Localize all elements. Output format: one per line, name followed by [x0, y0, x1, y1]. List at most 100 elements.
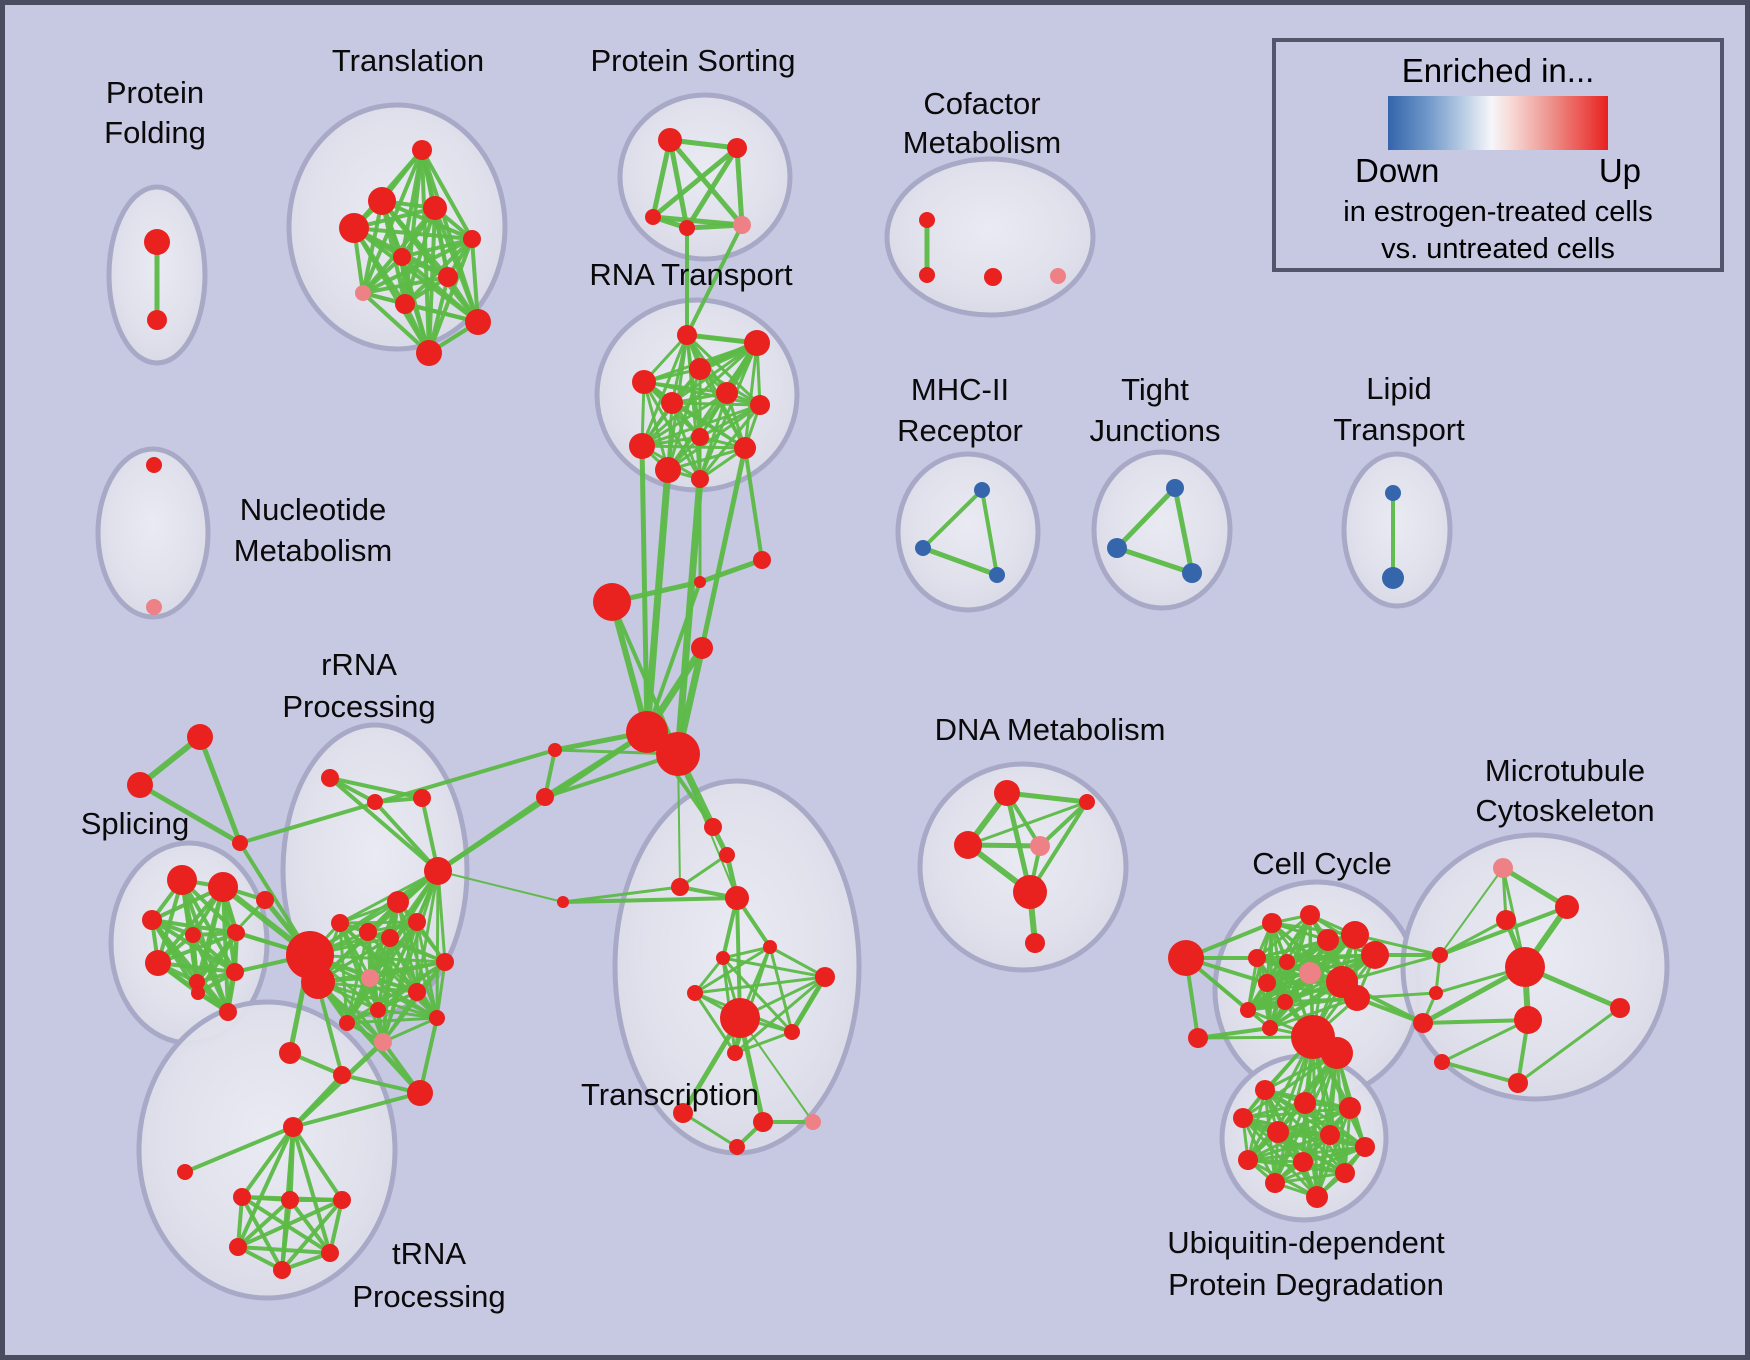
network-node-tr1	[412, 140, 432, 160]
network-node-sp10	[191, 986, 205, 1000]
network-node-sp0a	[187, 724, 213, 750]
network-node-rt8	[629, 433, 655, 459]
network-edge	[694, 975, 826, 995]
network-node-cc9	[1258, 974, 1276, 992]
network-edge	[420, 149, 474, 240]
network-edge	[1341, 953, 1441, 984]
network-edge	[1501, 865, 1569, 910]
network-edge	[677, 753, 681, 888]
network-node-sp6	[145, 950, 171, 976]
network-node-tr3	[423, 196, 447, 220]
network-node-nm1	[146, 457, 162, 473]
network-edge	[1315, 1107, 1352, 1198]
cluster-label-transcription: Transcription	[581, 1077, 759, 1112]
network-edge	[1247, 996, 1358, 1012]
network-edge	[650, 139, 673, 218]
network-edge	[641, 444, 746, 450]
network-node-rt7	[750, 395, 770, 415]
network-node-tc5	[716, 951, 730, 965]
network-node-rt9	[691, 428, 709, 446]
cluster-label-mhc-ii-receptor: Receptor	[897, 413, 1023, 448]
cluster-label-lipid-transport: Transport	[1333, 412, 1465, 447]
network-node-x2	[1429, 986, 1443, 1000]
network-edge	[668, 138, 744, 227]
cluster-label-ubiquitin-degradation: Protein Degradation	[1168, 1267, 1444, 1302]
cluster-label-tight-junctions: Tight	[1121, 372, 1189, 407]
network-edge	[1273, 1052, 1339, 1184]
network-node-dm1	[994, 780, 1020, 806]
network-node-rr21	[407, 1080, 433, 1106]
network-node-rr4	[424, 857, 452, 885]
network-edge	[1439, 867, 1504, 956]
network-edge	[291, 1125, 344, 1202]
network-node-tc7	[687, 985, 703, 1001]
network-node-tsm	[557, 896, 569, 908]
network-node-tj1	[1166, 479, 1184, 497]
network-node-sp2	[208, 872, 238, 902]
network-node-sp7	[189, 974, 205, 990]
network-edge	[1185, 956, 1271, 1030]
network-edge	[1172, 487, 1195, 574]
network-canvas: Protein Folding Translation Protein Sorting…	[81, 43, 1670, 1314]
cluster-labels: Protein Folding Translation Protein Sorting…	[81, 43, 1655, 1314]
network-node-nm2	[146, 599, 162, 615]
network-edge	[157, 931, 238, 965]
network-node-cf2	[919, 267, 935, 283]
legend-caption-line2: vs. untreated cells	[1381, 233, 1615, 265]
network-edge	[685, 224, 744, 336]
network-edge	[1286, 953, 1376, 964]
network-node-mt7	[1508, 1073, 1528, 1093]
network-edge	[1115, 486, 1177, 550]
network-edge	[1247, 971, 1311, 1012]
network-edge	[328, 1199, 344, 1254]
network-node-lt1	[1385, 485, 1401, 501]
network-node-mt3	[1496, 910, 1516, 930]
cluster-label-rrna-processing: Processing	[282, 689, 435, 724]
cluster-label-tight-junctions: Junctions	[1090, 413, 1221, 448]
network-node-x1	[1432, 947, 1448, 963]
network-edge	[280, 1198, 344, 1272]
network-node-tj2	[1107, 538, 1127, 558]
network-node-mt4	[1505, 947, 1545, 987]
network-node-tc10	[727, 1045, 743, 1061]
network-node-dm4	[1030, 836, 1050, 856]
network-node-mh1	[974, 482, 990, 498]
network-node-tr7	[438, 267, 458, 287]
network-node-tc3	[725, 886, 749, 910]
network-node-ub9	[1293, 1152, 1313, 1172]
network-node-ps2	[727, 138, 747, 158]
network-edge	[722, 945, 771, 960]
cluster-label-protein-folding: Protein	[106, 75, 204, 110]
network-node-tc11	[673, 1103, 693, 1123]
cluster-ellipse-trna-processing	[136, 999, 398, 1301]
network-node-ps3	[645, 209, 661, 225]
legend-down-label: Down	[1355, 152, 1440, 189]
network-node-tn7	[273, 1261, 291, 1279]
cluster-label-cell-cycle: Cell Cycle	[1252, 846, 1392, 881]
network-edge	[239, 748, 556, 845]
network-node-ps1	[658, 128, 682, 152]
network-edge	[339, 920, 418, 925]
network-node-cc8	[1299, 962, 1321, 984]
network-edge	[699, 447, 748, 649]
cluster-label-lipid-transport: Lipid	[1366, 371, 1432, 406]
network-node-tc13	[805, 1114, 821, 1130]
network-edge	[670, 402, 702, 480]
network-node-tc8	[720, 998, 760, 1038]
network-node-mh3	[989, 567, 1005, 583]
network-edge	[667, 446, 746, 472]
network-node-sp4	[185, 927, 201, 943]
network-edge	[1439, 905, 1568, 957]
network-node-cf3	[984, 268, 1002, 286]
network-edge	[388, 937, 439, 1019]
network-node-sp0b	[127, 772, 153, 798]
network-edge	[734, 975, 826, 1055]
cluster-label-rrna-processing: rRNA	[321, 647, 397, 682]
network-node-rr14	[408, 983, 426, 1001]
network-edge	[353, 226, 473, 241]
cluster-label-trna-processing: Processing	[352, 1279, 505, 1314]
network-node-rr3	[413, 789, 431, 807]
network-node-cc1	[1262, 913, 1282, 933]
legend-up-label: Up	[1598, 152, 1641, 189]
